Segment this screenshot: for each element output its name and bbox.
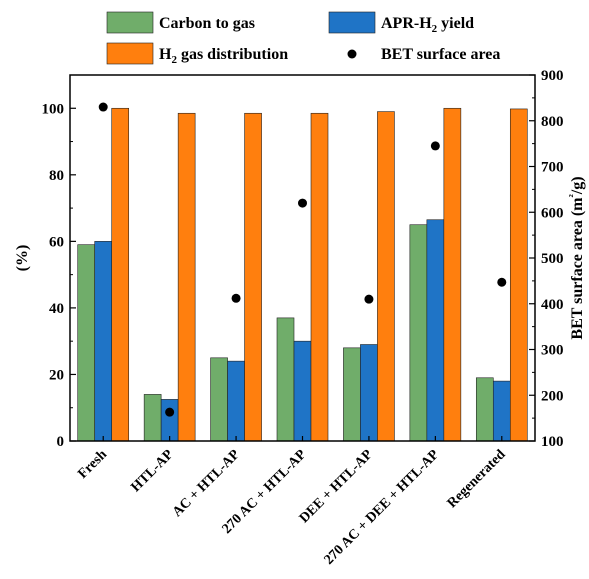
y-tick-label: 80 — [49, 168, 64, 184]
y-tick-label: 20 — [49, 367, 64, 383]
y-tick-label: 40 — [49, 301, 64, 317]
x-tick-label: HTL-AP — [128, 447, 176, 495]
x-tick-label: 270 AC + DEE + HTL-AP — [322, 447, 443, 568]
y2-tick-label: 600 — [541, 205, 564, 221]
x-tick-label: AC + HTL-AP — [170, 447, 243, 520]
bar-apr-h2-yield — [293, 340, 312, 442]
bar-h2-gas-distribution — [244, 112, 262, 442]
bet-point — [298, 198, 307, 208]
y2-tick-label: 700 — [541, 160, 564, 176]
legend-label: Carbon to gas — [159, 15, 255, 32]
bet-points — [98, 102, 507, 417]
bar-apr-h2-yield — [94, 241, 113, 442]
y2-tick-label: 300 — [541, 343, 564, 359]
legend-dot — [347, 49, 357, 59]
bar-h2-gas-distribution — [310, 112, 329, 442]
legend-label: BET surface area — [381, 46, 500, 63]
bar-apr-h2-yield — [360, 344, 378, 442]
bar-carbon-to-gas — [475, 377, 494, 442]
bar-carbon-to-gas — [409, 224, 428, 442]
y2-tick-label: 500 — [541, 251, 564, 267]
y-tick-label: 100 — [42, 101, 65, 117]
x-tick-label: Fresh — [75, 447, 110, 482]
bar-h2-gas-distribution — [111, 107, 130, 442]
bet-point — [364, 294, 374, 304]
bar-carbon-to-gas — [276, 317, 295, 442]
bet-point — [497, 277, 507, 287]
legend-swatch — [328, 11, 376, 34]
bet-point — [98, 102, 108, 112]
legend-label: H2 gas distribution — [159, 46, 288, 66]
bar-apr-h2-yield — [426, 219, 445, 442]
bar-carbon-to-gas — [143, 394, 162, 442]
bar-h2-gas-distribution — [377, 111, 395, 442]
bar-carbon-to-gas — [343, 347, 361, 442]
bet-point — [430, 141, 440, 151]
y-tick-label: 60 — [49, 234, 64, 250]
y2-axis-label: BET surface area (m²/g) — [567, 176, 586, 339]
bet-point — [231, 293, 241, 303]
bar-carbon-to-gas — [77, 244, 96, 442]
bet-point — [165, 407, 175, 417]
legend-item: BET surface area — [347, 46, 500, 63]
bars — [77, 107, 528, 442]
y2-tick-label: 200 — [541, 388, 564, 404]
y-tick-label: 0 — [57, 434, 65, 450]
legend-item: Carbon to gas — [106, 11, 255, 34]
legend-item: APR-H2 yield — [328, 11, 474, 35]
y2-tick-label: 100 — [541, 434, 564, 450]
bar-h2-gas-distribution — [509, 108, 528, 442]
bar-apr-h2-yield — [227, 360, 245, 442]
y-axis-label: (%) — [14, 245, 31, 272]
y2-tick-label: 900 — [541, 68, 564, 84]
legend-item: H2 gas distribution — [106, 42, 288, 66]
legend: Carbon to gas APR-H2 yield H2 gas distribu… — [106, 11, 500, 66]
bar-h2-gas-distribution — [443, 107, 462, 442]
y2-tick-label: 800 — [541, 114, 564, 130]
y2-tick-label: 400 — [541, 297, 564, 313]
x-tick-label: Regenerated — [445, 447, 509, 511]
legend-swatch — [106, 42, 154, 65]
legend-swatch — [106, 11, 154, 34]
bar-h2-gas-distribution — [177, 112, 196, 442]
bar-carbon-to-gas — [210, 357, 228, 442]
bar-apr-h2-yield — [492, 380, 511, 442]
bar-apr-h2-yield — [160, 399, 179, 442]
legend-label: APR-H2 yield — [381, 15, 474, 35]
